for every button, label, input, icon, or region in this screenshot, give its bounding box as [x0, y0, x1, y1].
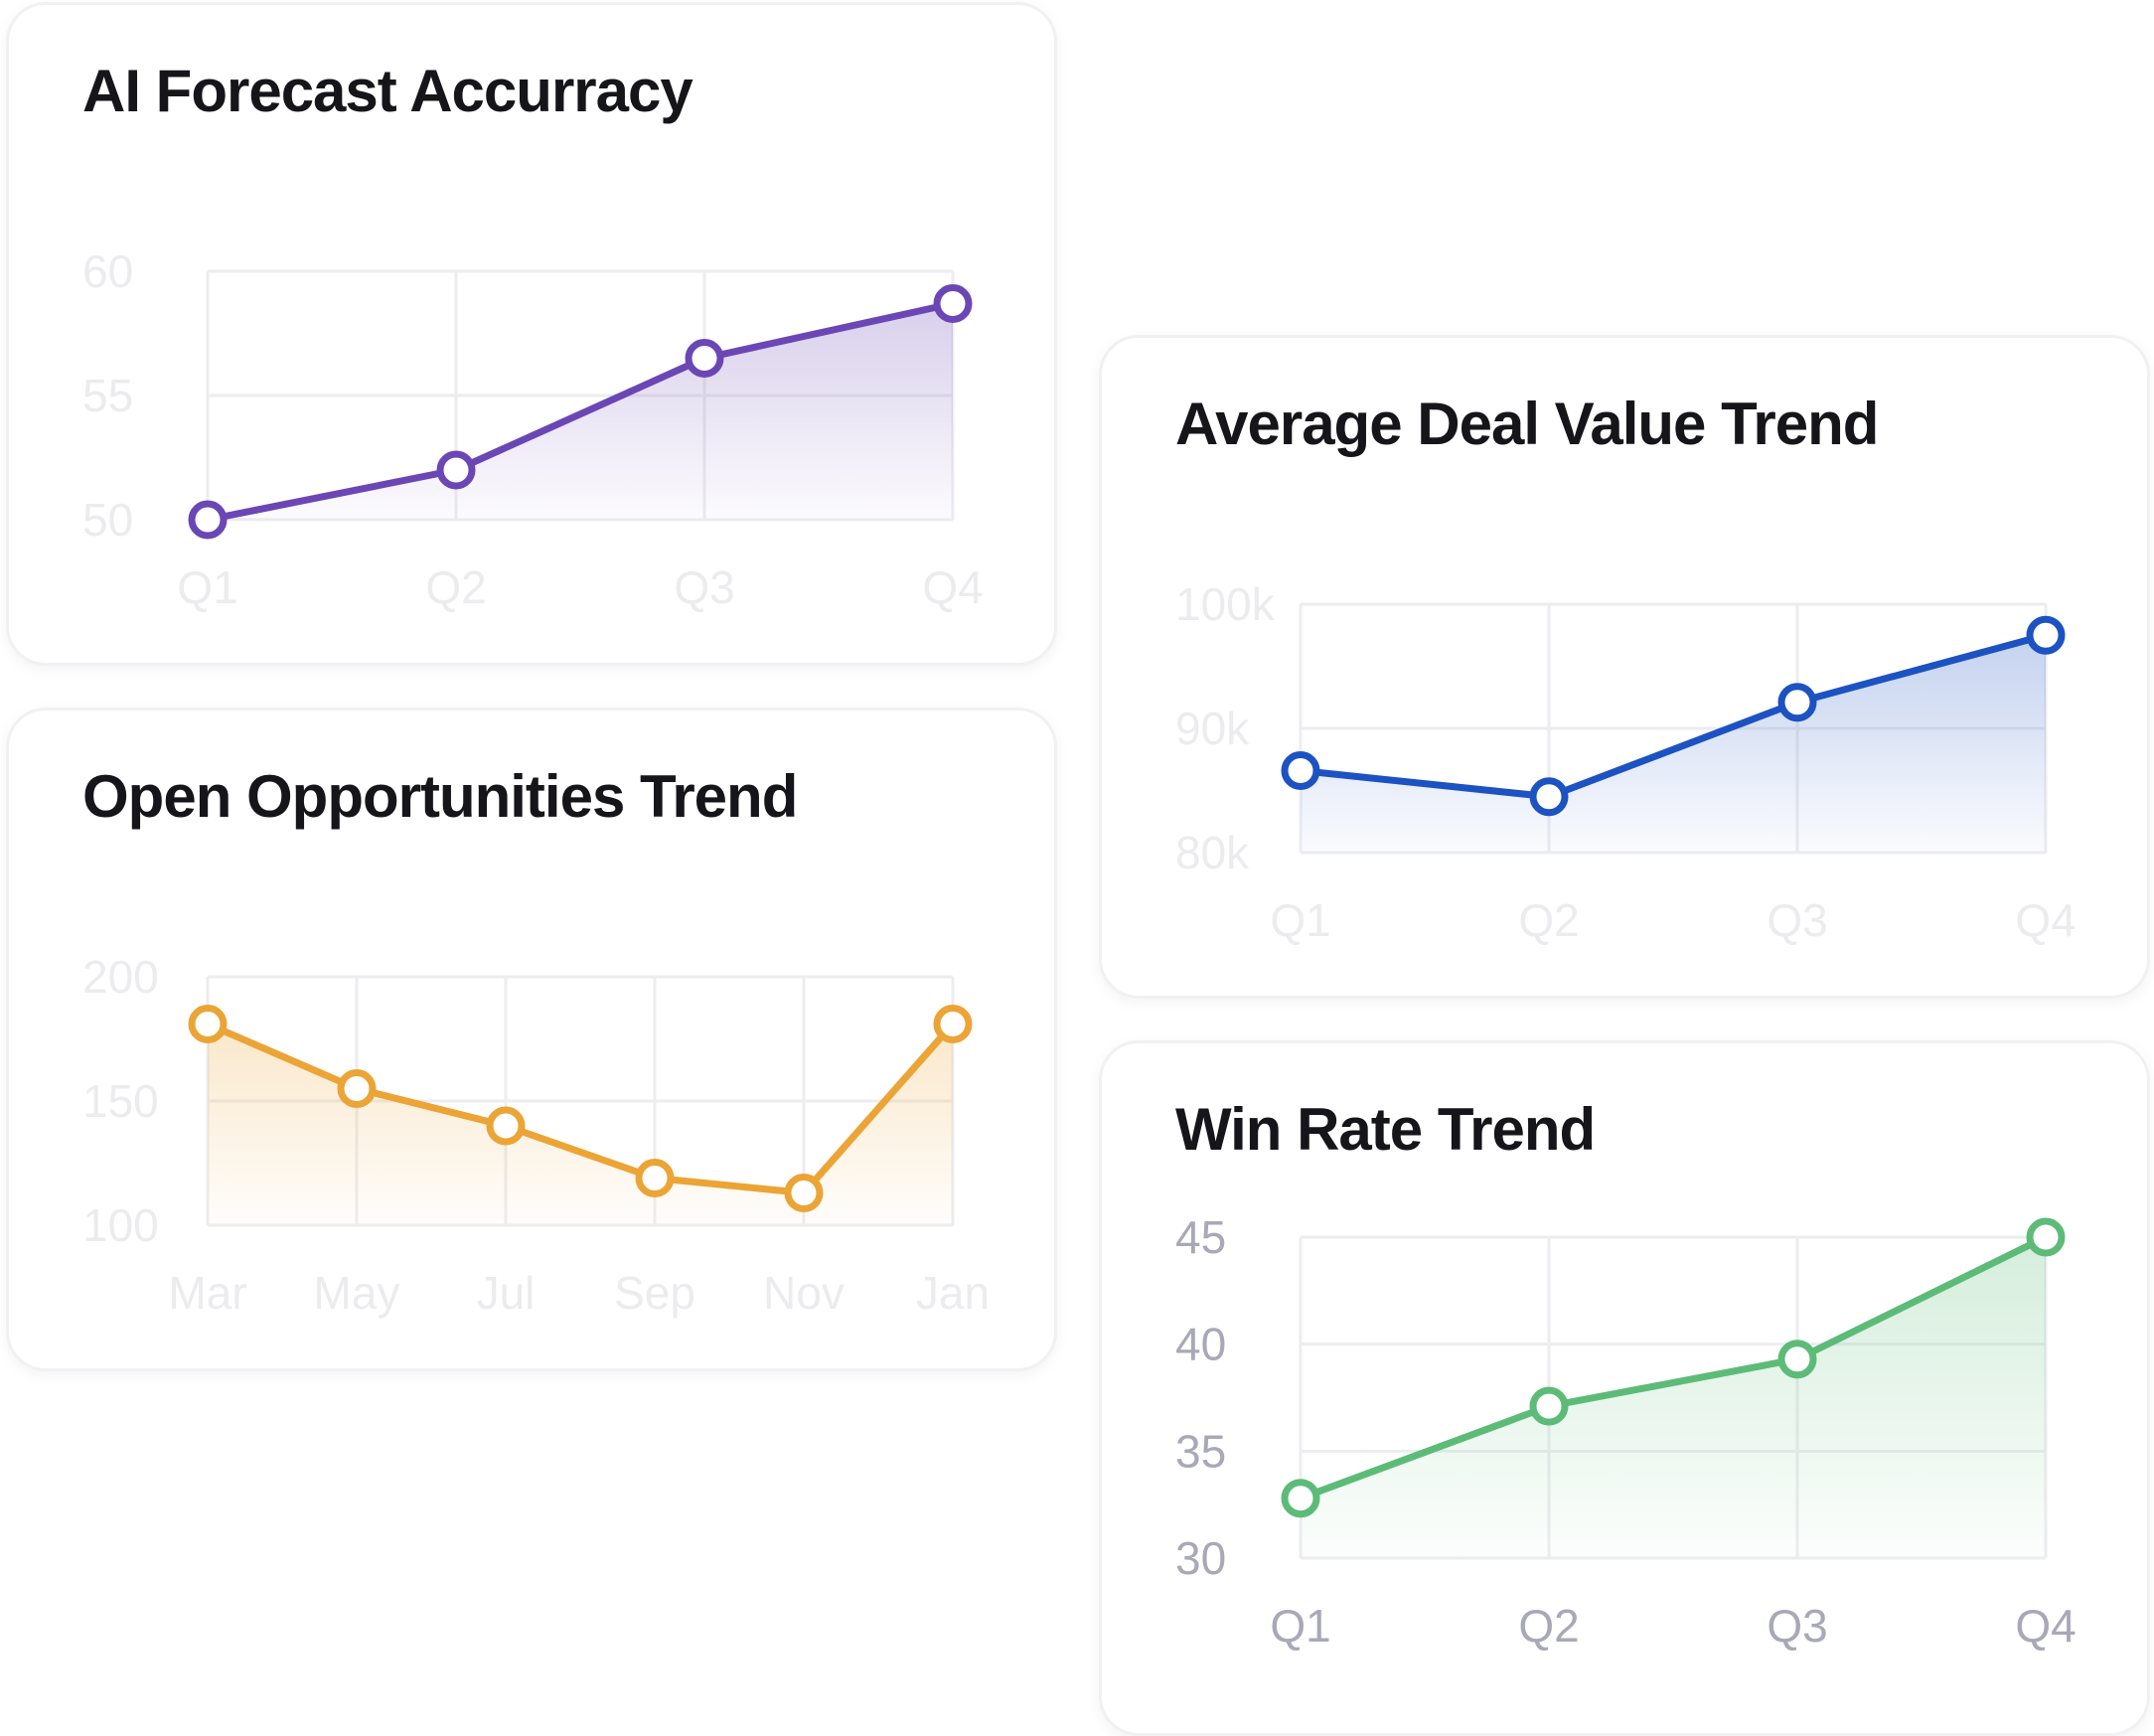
deal-value-card: Average Deal Value Trend 80k 90k 100k Q1 Q2 Q…	[1099, 335, 2150, 999]
data-point	[1281, 751, 1320, 790]
x-tick-label: Q1	[177, 561, 237, 613]
forecast-accuracy-title: AI Forecast Accurracy	[82, 58, 693, 124]
series-line	[204, 1021, 957, 1196]
data-point	[1529, 1386, 1569, 1426]
x-tick-label: Q4	[2015, 1600, 2076, 1652]
series-area	[1301, 635, 2046, 853]
x-tick-label: Sep	[614, 1267, 695, 1319]
data-point	[1281, 1479, 1320, 1518]
y-tick-label: 80k	[1175, 827, 1250, 878]
forecast-accuracy-card: AI Forecast Accurracy 50 55 60 Q1 Q2 Q3 Q4	[6, 2, 1057, 666]
x-tick-label: Nov	[763, 1267, 845, 1319]
x-tick-label: Q1	[1270, 1600, 1330, 1652]
deal-value-title: Average Deal Value Trend	[1175, 391, 1879, 457]
x-tick-label: Q3	[674, 561, 734, 613]
data-point	[2026, 1217, 2066, 1257]
x-tick-label: Q4	[922, 561, 983, 613]
x-tick-label: Q2	[1518, 894, 1579, 946]
win-rate-chart: 30 35 40 45 Q1 Q2 Q3 Q4	[1175, 1211, 2077, 1652]
forecast-accuracy-chart: 50 55 60 Q1 Q2 Q3 Q4	[82, 245, 984, 613]
y-tick-label: 30	[1175, 1532, 1226, 1584]
series-area	[208, 303, 953, 520]
series-area	[208, 1024, 953, 1225]
data-point	[188, 500, 228, 540]
y-tick-label: 35	[1175, 1425, 1226, 1477]
series-line	[1297, 1233, 2050, 1502]
y-tick-label: 100	[82, 1199, 159, 1251]
series-line	[204, 300, 957, 524]
series-area	[1301, 1237, 2046, 1558]
data-point	[337, 1069, 377, 1108]
y-tick-label: 90k	[1175, 703, 1250, 754]
y-tick-label: 45	[1175, 1211, 1226, 1263]
x-tick-label: Q2	[1518, 1600, 1579, 1652]
data-point	[436, 450, 476, 490]
data-point	[1529, 777, 1569, 817]
data-point	[2026, 615, 2066, 655]
y-tick-label: 150	[82, 1075, 159, 1127]
y-tick-label: 200	[82, 951, 159, 1003]
y-tick-label: 50	[82, 494, 133, 546]
data-point	[635, 1159, 675, 1197]
x-tick-label: May	[314, 1267, 400, 1319]
data-point	[933, 1005, 973, 1043]
x-tick-label: Q3	[1767, 894, 1827, 946]
data-point	[1777, 1340, 1817, 1379]
win-rate-title: Win Rate Trend	[1175, 1096, 1596, 1163]
open-opportunities-title: Open Opportunities Trend	[82, 763, 798, 830]
x-tick-label: Mar	[168, 1267, 246, 1319]
x-tick-label: Jan	[916, 1267, 990, 1319]
win-rate-card: Win Rate Trend 30 35 40 45 Q1 Q2 Q3 Q4	[1099, 1040, 2150, 1736]
open-opportunities-chart: 100 150 200 Mar May Jul Sep Nov Jan	[82, 951, 990, 1319]
data-point	[188, 1005, 228, 1043]
x-tick-label: Q1	[1270, 894, 1330, 946]
open-opportunities-card: Open Opportunities Trend 100 150 200 Mar May…	[6, 708, 1057, 1371]
data-point	[933, 284, 973, 323]
y-tick-label: 60	[82, 245, 133, 297]
data-point	[1777, 683, 1817, 722]
y-tick-label: 100k	[1175, 578, 1276, 630]
x-tick-label: Q4	[2015, 894, 2076, 946]
deal-value-chart: 80k 90k 100k Q1 Q2 Q3 Q4	[1175, 578, 2077, 946]
y-tick-label: 40	[1175, 1319, 1226, 1370]
y-tick-label: 55	[82, 370, 133, 421]
x-tick-label: Jul	[477, 1267, 536, 1319]
data-point	[486, 1106, 526, 1146]
series-line	[1297, 631, 2050, 801]
data-point	[685, 339, 724, 378]
data-point	[784, 1174, 824, 1212]
x-tick-label: Q2	[425, 561, 486, 613]
x-tick-label: Q3	[1767, 1600, 1827, 1652]
